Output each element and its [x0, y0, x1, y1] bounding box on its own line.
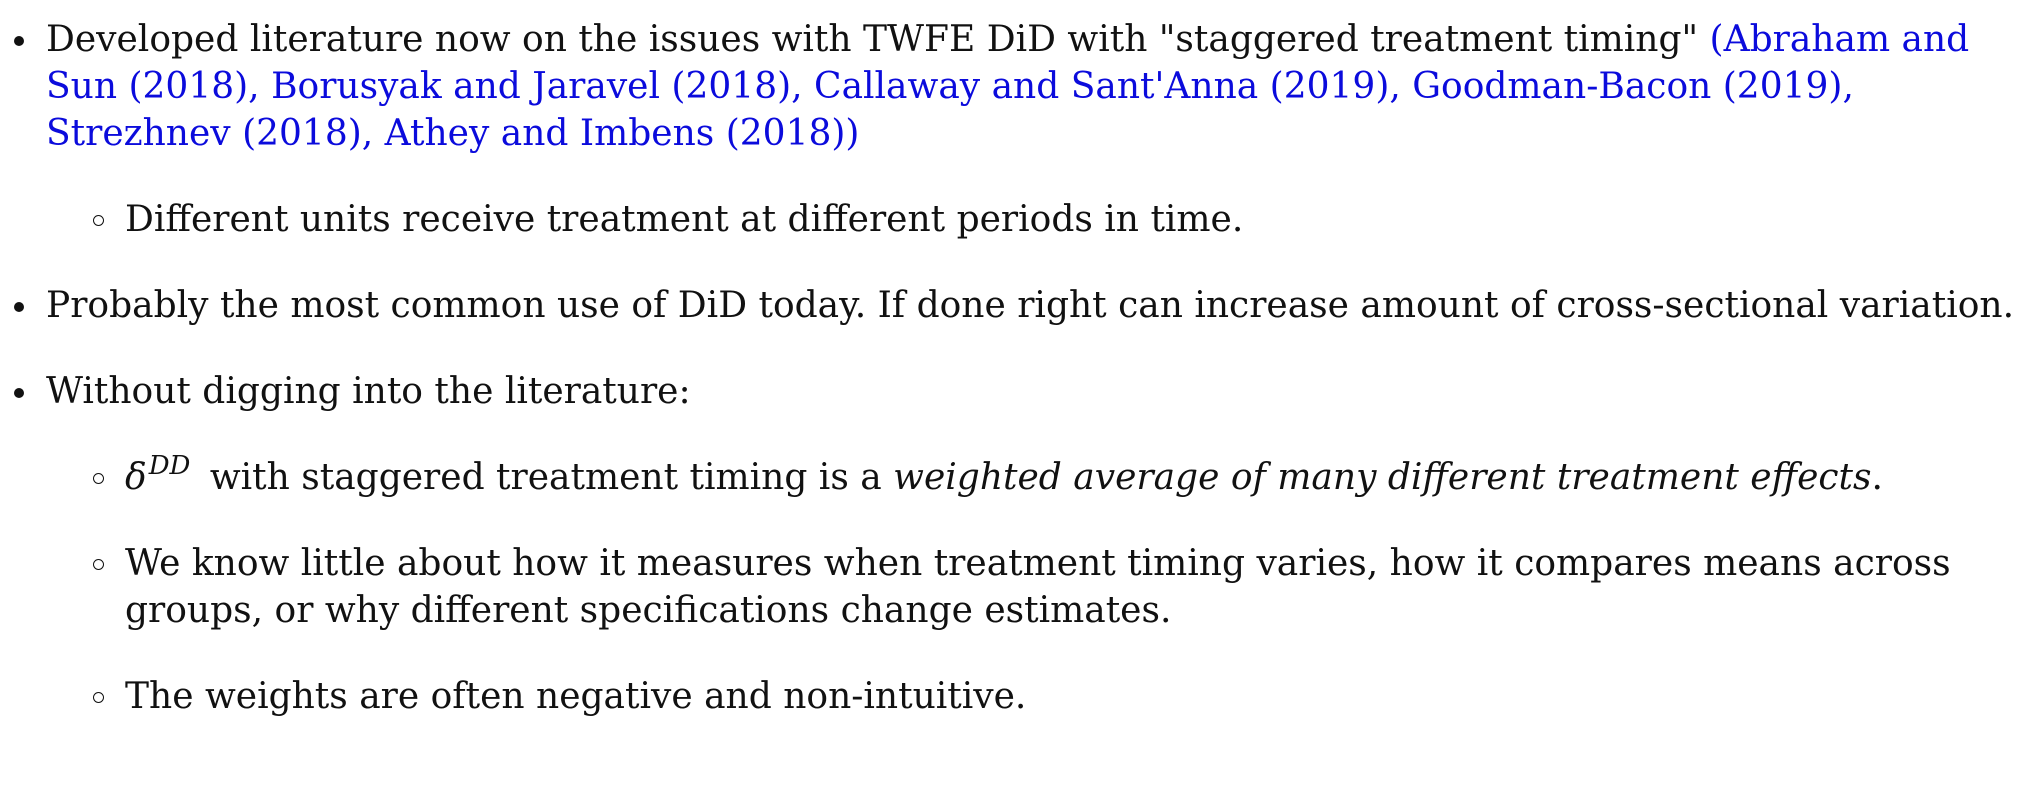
math-symbol: δ [125, 457, 147, 498]
hollow-circle-icon [93, 692, 104, 703]
sub-bullet-text: with staggered treatment timing is a [198, 457, 894, 498]
sub-bullet-different-units: Different units receive treatment at dif… [0, 196, 2032, 243]
sub-bullet-negative-weights: The weights are often negative and non-i… [0, 673, 2032, 720]
sub-bullet-text: Different units receive treatment at dif… [125, 199, 1244, 240]
sub-bullet-text: The weights are often negative and non-i… [125, 676, 1027, 717]
hollow-circle-icon [93, 559, 104, 570]
sub-bullet-know-little: We know little about how it measures whe… [0, 540, 2032, 634]
sub-bullet-text-end: . [1871, 457, 1883, 498]
sub-bullet-list: δDD with staggered treatment timing is a… [46, 453, 2032, 720]
sub-bullet-weighted-average: δDD with staggered treatment timing is a… [0, 453, 2032, 501]
citation-link[interactable]: (Abraham and Sun (2018), Borusyak and Ja… [46, 19, 1970, 154]
bullet-dot-icon [14, 388, 24, 398]
bullet-dot-icon [14, 36, 24, 46]
bullet-list: Developed literature now on the issues w… [0, 16, 2032, 720]
bullet-common-use: Probably the most common use of DiD toda… [0, 282, 2032, 329]
emphasis-text: weighted average of many different treat… [893, 457, 1872, 498]
hollow-circle-icon [93, 473, 104, 484]
sub-bullet-text: We know little about how it measures whe… [125, 543, 1951, 631]
bullet-without-digging: Without digging into the literature: δDD… [0, 368, 2032, 720]
bullet-text: Developed literature now on the issues w… [46, 19, 1710, 60]
sub-bullet-list: Different units receive treatment at dif… [46, 196, 2032, 243]
math-superscript: DD [148, 451, 191, 481]
bullet-text: Probably the most common use of DiD toda… [46, 285, 2015, 326]
slide-content: Developed literature now on the issues w… [0, 16, 2032, 720]
bullet-dot-icon [14, 302, 24, 312]
delta-dd-math: δDD [125, 453, 198, 498]
hollow-circle-icon [93, 215, 104, 226]
bullet-text: Without digging into the literature: [46, 371, 691, 412]
bullet-staggered-literature: Developed literature now on the issues w… [0, 16, 2032, 243]
